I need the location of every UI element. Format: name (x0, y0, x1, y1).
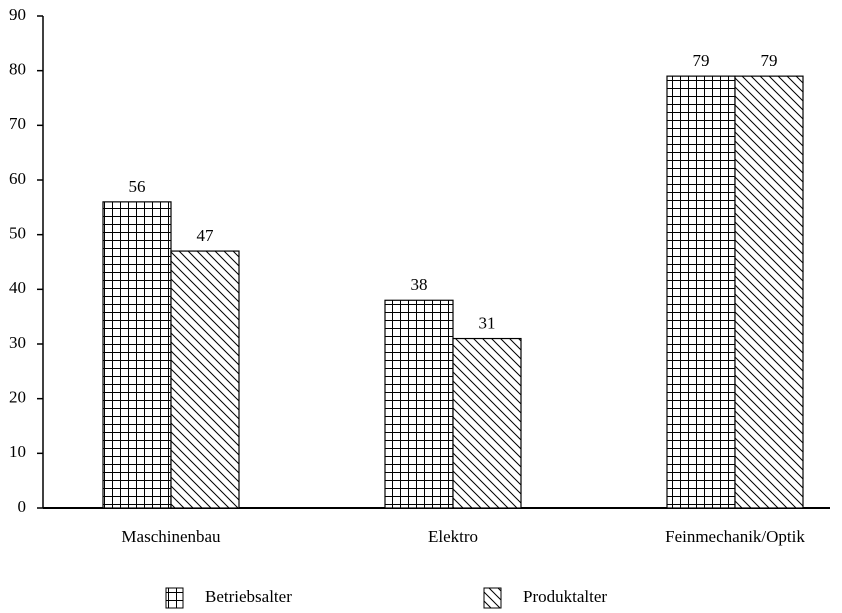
value-label: 56 (129, 177, 146, 196)
y-tick-label: 30 (9, 333, 26, 352)
value-label: 79 (761, 51, 778, 70)
value-label: 38 (411, 275, 428, 294)
bar (170, 250, 240, 509)
y-tick-label: 50 (9, 224, 26, 243)
legend-swatch (483, 587, 502, 609)
bar (384, 299, 454, 509)
legend-swatch (165, 587, 184, 609)
y-tick-label: 20 (9, 388, 26, 407)
y-tick-label: 90 (9, 5, 26, 24)
x-tick-label: Feinmechanik/Optik (665, 527, 805, 546)
y-tick-label: 40 (9, 278, 26, 297)
bar (734, 75, 804, 509)
value-label: 79 (693, 51, 710, 70)
y-tick-label: 0 (18, 497, 27, 516)
bar (452, 337, 522, 509)
y-tick-label: 70 (9, 114, 26, 133)
legend-label: Produktalter (523, 587, 607, 606)
bar (102, 201, 172, 509)
y-tick-label: 60 (9, 169, 26, 188)
y-tick-label: 10 (9, 442, 26, 461)
x-tick-label: Maschinenbau (121, 527, 221, 546)
y-tick-label: 80 (9, 60, 26, 79)
x-tick-label: Elektro (428, 527, 478, 546)
bar (666, 75, 736, 509)
value-label: 47 (197, 226, 215, 245)
value-label: 31 (479, 313, 496, 332)
legend-label: Betriebsalter (205, 587, 292, 606)
